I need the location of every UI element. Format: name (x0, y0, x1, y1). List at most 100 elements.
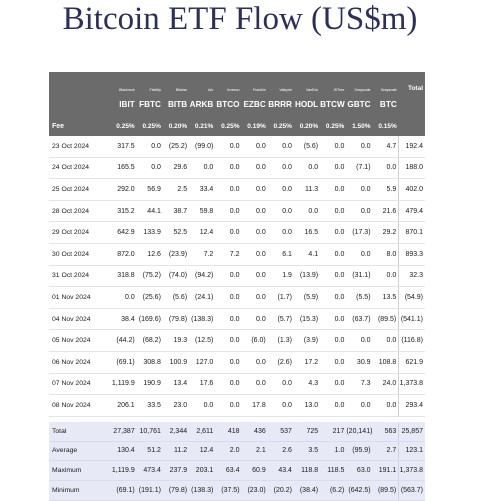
summary-value-cell: (79.8) (162, 480, 190, 501)
fee-cell: 0.21% (189, 116, 216, 136)
flow-value-cell: (5.5) (346, 286, 373, 309)
flow-value-cell: (15.3) (293, 308, 321, 331)
flow-value-cell: 0.0 (320, 308, 347, 331)
summary-total-cell: 1,373.8 (398, 460, 425, 482)
flow-value-cell: (5.6) (293, 136, 321, 158)
flow-value-cell: 0.0 (241, 178, 268, 201)
flow-value-cell: 38.4 (110, 308, 137, 331)
issuer-header-cell: VanEck (293, 72, 321, 92)
flow-value-cell: 30.9 (346, 351, 373, 374)
flow-value-cell: 642.9 (110, 221, 137, 244)
flow-value-cell: (89.5) (372, 308, 399, 331)
flow-value-cell: 133.9 (136, 221, 163, 244)
summary-value-cell: 436 (241, 421, 268, 442)
total-header-cell: Total (398, 72, 425, 92)
table-body: Blackrock Fidelity Bitwise Ark Invesco Frankl… (49, 72, 425, 501)
flow-value-cell: 8.0 (372, 243, 399, 266)
summary-total-cell: 123.1 (398, 441, 425, 462)
flow-value-cell: 292.0 (110, 178, 137, 201)
fee-label-cell: Fee (49, 116, 111, 136)
date-cell: 28 Oct 2024 (49, 200, 111, 223)
fee-total-blank (398, 116, 425, 136)
summary-value-cell: 725 (293, 421, 321, 442)
row-total-cell: 1,373.8 (398, 373, 425, 396)
flow-value-cell: 0.0 (267, 221, 294, 244)
date-cell: 29 Oct 2024 (49, 221, 111, 244)
flow-value-cell: 16.5 (293, 221, 321, 244)
flow-value-cell: 0.0 (241, 243, 268, 266)
table-row: 30 Oct 2024 872.0 12.6 (23.9) 7.2 7.2 0.0 6.1 4.… (49, 243, 425, 266)
fee-cell: 0.20% (162, 116, 190, 136)
flow-value-cell: 13.4 (162, 373, 190, 396)
flow-value-cell: 0.0 (320, 243, 347, 266)
flow-value-cell: (138.3) (189, 308, 216, 331)
flow-value-cell: 0.0 (215, 308, 242, 331)
summary-value-cell: 63.0 (346, 460, 373, 482)
flow-value-cell: 0.0 (215, 394, 242, 417)
flow-value-cell: 0.0 (372, 265, 399, 288)
flow-value-cell: (23.9) (162, 243, 190, 266)
flow-value-cell: 1.9 (267, 265, 294, 288)
summary-value-cell: (89.5) (372, 480, 399, 501)
flow-value-cell: 0.0 (215, 373, 242, 396)
flow-value-cell: 2.5 (162, 178, 190, 201)
summary-row: Average 130.4 51.2 11.2 12.4 2.0 2.1 2.6 3.5 1.0(… (49, 441, 425, 462)
flow-value-cell: 0.0 (267, 178, 294, 201)
summary-value-cell: 2,344 (162, 421, 190, 442)
ticker-header-row: IBIT FBTC BITB ARKB BTCO EZBC BRRR HODL BTCW GBTC… (49, 92, 425, 116)
flow-value-cell: 0.0 (136, 136, 163, 158)
flow-value-cell: 0.0 (346, 136, 373, 158)
flow-value-cell: (31.1) (346, 265, 373, 288)
flow-value-cell: 0.0 (215, 329, 242, 352)
row-total-cell: 621.9 (398, 351, 425, 374)
spacer-cell (320, 416, 347, 422)
flow-value-cell: 4.7 (372, 136, 399, 158)
flow-value-cell: 11.3 (293, 178, 321, 201)
flow-value-cell: 56.9 (136, 178, 163, 201)
issuer-header-cell: WTree (320, 72, 347, 92)
summary-value-cell: 51.2 (136, 441, 163, 462)
flow-value-cell: 19.3 (162, 329, 190, 352)
ticker-header-total-blank (398, 92, 425, 116)
summary-value-cell: (37.5) (215, 480, 242, 501)
flow-value-cell: 127.0 (189, 351, 216, 374)
row-total-cell: (541.1) (398, 308, 425, 331)
summary-value-cell: (38.4) (293, 480, 321, 501)
flow-value-cell: 38.7 (162, 200, 190, 223)
flow-value-cell: 317.5 (110, 136, 137, 158)
summary-value-cell: (23.0) (241, 480, 268, 501)
flow-value-cell: 0.0 (372, 394, 399, 417)
flow-value-cell: (63.7) (346, 308, 373, 331)
row-total-cell: 192.4 (398, 136, 425, 158)
flow-value-cell: (13.9) (293, 265, 321, 288)
summary-total-cell: 25,857 (398, 421, 425, 442)
table-row: 23 Oct 2024 317.5 0.0 (25.2) (99.0) 0.0 0.0 0.0… (49, 136, 425, 158)
etf-flow-table: Blackrock Fidelity Bitwise Ark Invesco Frankl… (49, 72, 425, 501)
flow-value-cell: (74.0) (162, 265, 190, 288)
etf-flow-table-container: Blackrock Fidelity Bitwise Ark Invesco Frankl… (49, 72, 425, 501)
flow-value-cell: 0.0 (320, 157, 347, 180)
summary-value-cell: (95.9) (346, 441, 373, 462)
flow-value-cell: 0.0 (215, 136, 242, 158)
date-cell: 25 Oct 2024 (49, 178, 111, 201)
summary-label-cell: Average (49, 441, 111, 462)
flow-value-cell: 108.8 (372, 351, 399, 374)
ticker-header-cell: BTCW (320, 92, 347, 116)
flow-value-cell: (94.2) (189, 265, 216, 288)
flow-value-cell: 7.3 (346, 373, 373, 396)
summary-value-cell: 2.0 (215, 441, 242, 462)
date-cell: 07 Nov 2024 (49, 373, 111, 396)
flow-value-cell: 318.8 (110, 265, 137, 288)
summary-row: Maximum 1,119.9 473.4 237.9 203.1 63.4 60.9 43.… (49, 460, 425, 482)
ticker-header-cell: BRRR (267, 92, 294, 116)
fee-cell: 0.25% (136, 116, 163, 136)
flow-value-cell: 12.6 (136, 243, 163, 266)
ticker-header-cell: HODL (293, 92, 321, 116)
flow-value-cell: 0.0 (320, 373, 347, 396)
flow-value-cell: 0.0 (241, 200, 268, 223)
spacer-cell (215, 416, 242, 422)
date-cell: 04 Nov 2024 (49, 308, 111, 331)
flow-value-cell: (75.2) (136, 265, 163, 288)
flow-value-cell: (3.9) (293, 329, 321, 352)
issuer-header-cell: Grayscale (372, 72, 399, 92)
